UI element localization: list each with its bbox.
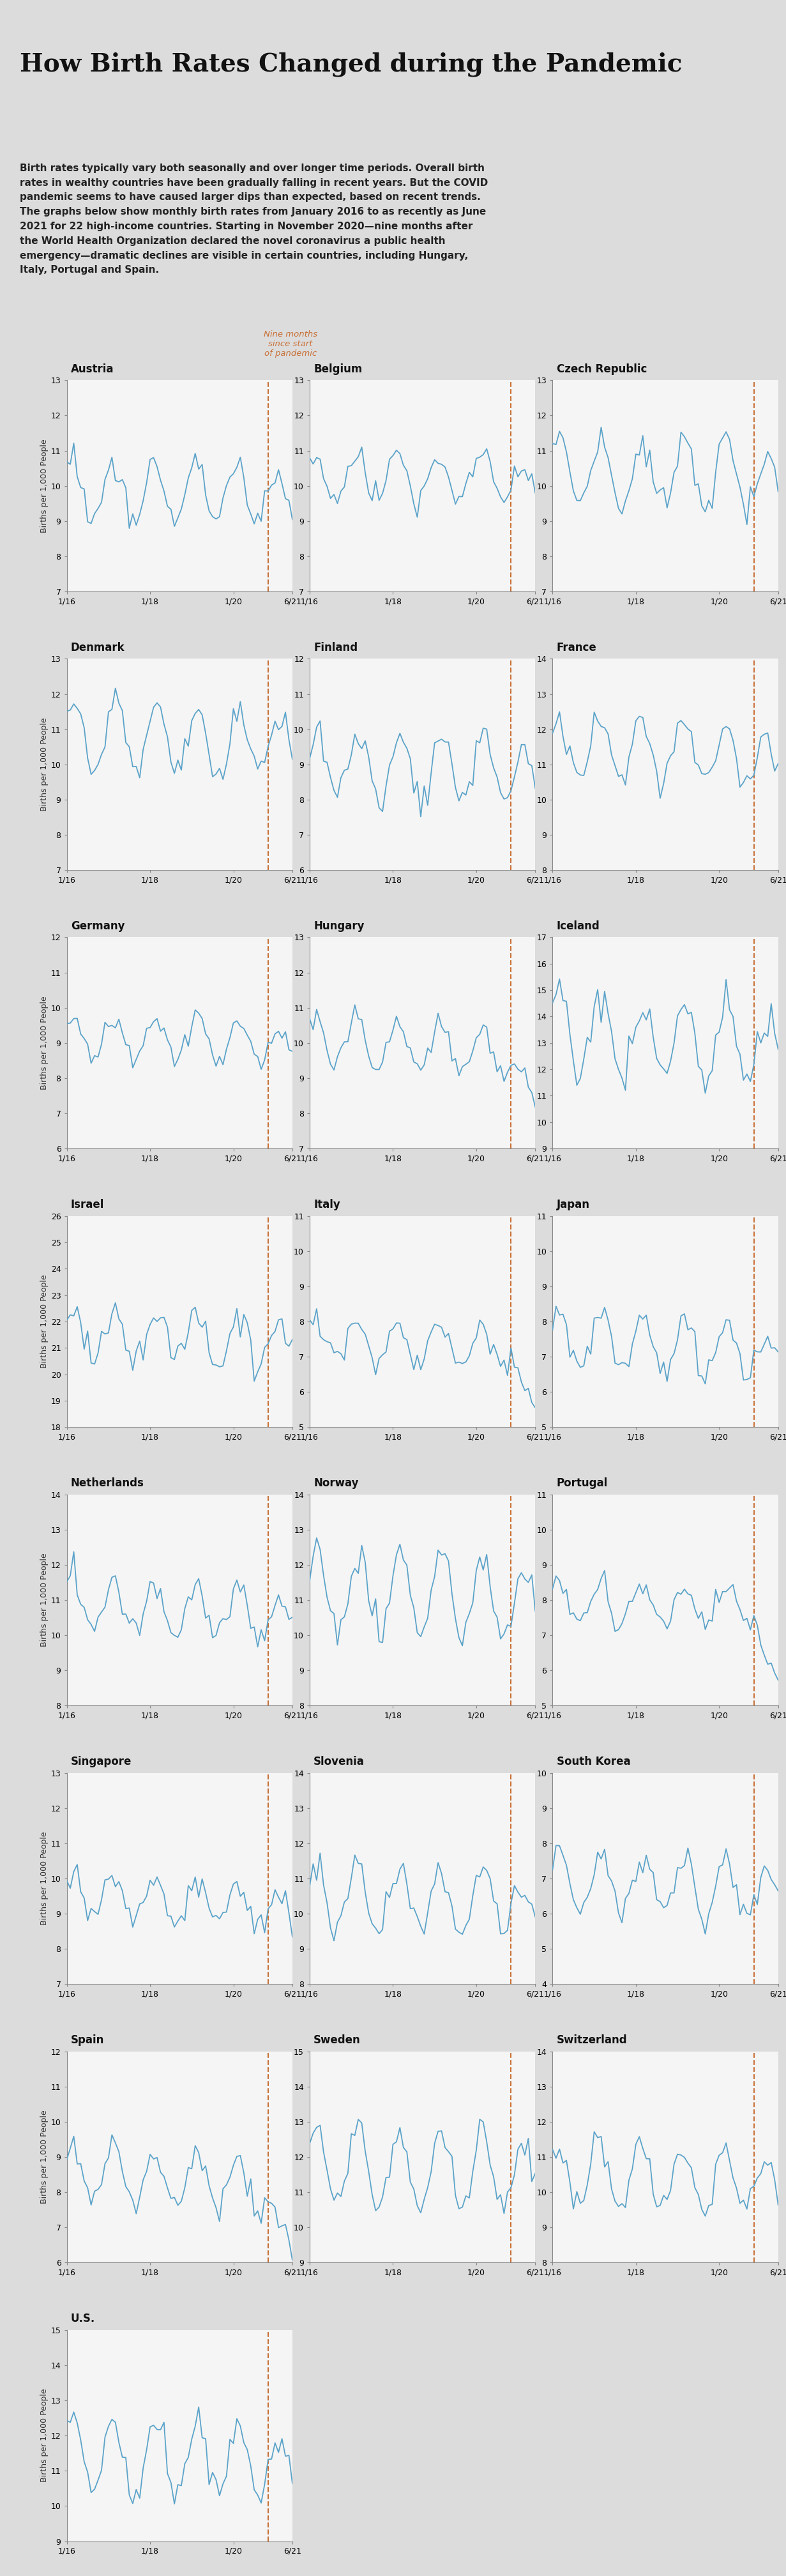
- Text: Switzerland: Switzerland: [556, 2035, 627, 2045]
- Text: Hungary: Hungary: [314, 920, 365, 933]
- Text: Nine months
since start
of pandemic: Nine months since start of pandemic: [264, 330, 318, 358]
- Text: Finland: Finland: [314, 641, 358, 654]
- Text: Japan: Japan: [556, 1198, 590, 1211]
- Text: Slovenia: Slovenia: [314, 1757, 365, 1767]
- Text: Czech Republic: Czech Republic: [556, 363, 647, 374]
- Y-axis label: Births per 1,000 People: Births per 1,000 People: [40, 2388, 48, 2483]
- Y-axis label: Births per 1,000 People: Births per 1,000 People: [40, 719, 48, 811]
- Text: Netherlands: Netherlands: [71, 1476, 144, 1489]
- Text: Norway: Norway: [314, 1476, 358, 1489]
- Y-axis label: Births per 1,000 People: Births per 1,000 People: [40, 1832, 48, 1924]
- Text: Spain: Spain: [71, 2035, 105, 2045]
- Y-axis label: Births per 1,000 People: Births per 1,000 People: [40, 2110, 48, 2205]
- Text: Singapore: Singapore: [71, 1757, 131, 1767]
- Text: Belgium: Belgium: [314, 363, 362, 374]
- Text: How Birth Rates Changed during the Pandemic: How Birth Rates Changed during the Pande…: [20, 52, 682, 77]
- Y-axis label: Births per 1,000 People: Births per 1,000 People: [40, 1275, 48, 1368]
- Text: South Korea: South Korea: [556, 1757, 630, 1767]
- Text: U.S.: U.S.: [71, 2313, 95, 2324]
- Text: Denmark: Denmark: [71, 641, 125, 654]
- Text: Italy: Italy: [314, 1198, 340, 1211]
- Y-axis label: Births per 1,000 People: Births per 1,000 People: [40, 997, 48, 1090]
- Text: Birth rates typically vary both seasonally and over longer time periods. Overall: Birth rates typically vary both seasonal…: [20, 162, 488, 276]
- Text: Germany: Germany: [71, 920, 125, 933]
- Text: Iceland: Iceland: [556, 920, 600, 933]
- Text: Austria: Austria: [71, 363, 114, 374]
- Text: France: France: [556, 641, 597, 654]
- Y-axis label: Births per 1,000 People: Births per 1,000 People: [40, 438, 48, 533]
- Text: Portugal: Portugal: [556, 1476, 608, 1489]
- Y-axis label: Births per 1,000 People: Births per 1,000 People: [40, 1553, 48, 1646]
- Text: Sweden: Sweden: [314, 2035, 361, 2045]
- Text: Israel: Israel: [71, 1198, 105, 1211]
